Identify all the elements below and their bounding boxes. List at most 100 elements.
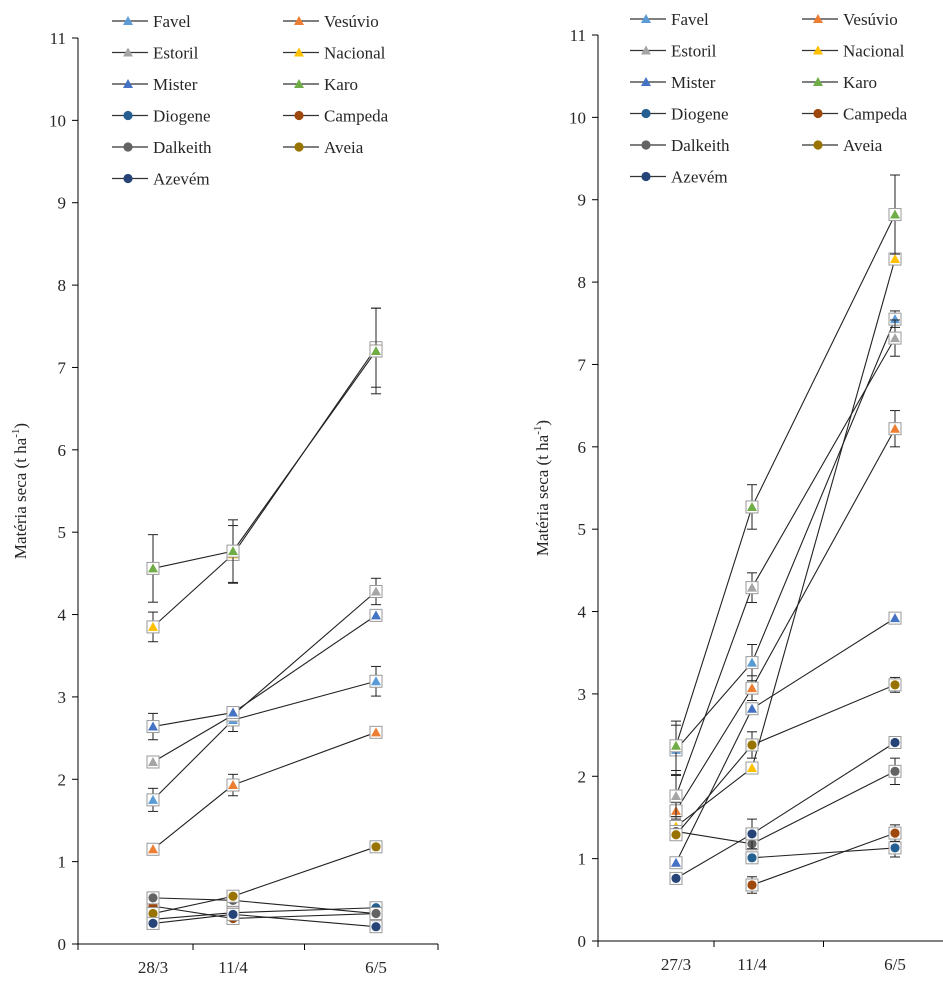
legend-item: Azevém bbox=[112, 170, 210, 189]
data-point bbox=[371, 610, 381, 620]
series-line bbox=[675, 770, 896, 845]
legend-item: Vesúvio bbox=[802, 10, 898, 29]
data-point bbox=[747, 740, 757, 750]
legend-item: Estoril bbox=[112, 44, 199, 63]
legend-label: Azevém bbox=[153, 170, 210, 189]
legend-label: Campeda bbox=[324, 107, 389, 126]
legend-marker bbox=[641, 140, 651, 150]
legend-marker bbox=[294, 47, 304, 57]
legend-item: Nacional bbox=[283, 44, 386, 63]
y-tick-label: 0 bbox=[58, 935, 67, 954]
data-point bbox=[671, 791, 681, 801]
y-tick-label: 0 bbox=[578, 932, 587, 951]
y-tick-label: 4 bbox=[58, 606, 67, 625]
legend-item: Mister bbox=[112, 75, 198, 94]
series-2-5 bbox=[669, 611, 902, 870]
data-point bbox=[890, 737, 900, 748]
legend-item: Aveia bbox=[283, 138, 364, 157]
legend-label: Mister bbox=[153, 75, 198, 94]
data-point bbox=[890, 423, 900, 433]
series-1-10 bbox=[146, 840, 383, 921]
series-1-5 bbox=[146, 608, 383, 741]
legend-item: Estoril bbox=[630, 42, 717, 61]
series-line bbox=[675, 214, 896, 746]
data-point bbox=[148, 908, 158, 919]
series-2-4 bbox=[669, 252, 902, 834]
legend-marker bbox=[641, 108, 651, 119]
legend-item: Vesúvio bbox=[283, 12, 379, 31]
legend-label: Nacional bbox=[843, 42, 905, 61]
legend-label: Azevém bbox=[671, 168, 728, 187]
data-point bbox=[890, 766, 900, 776]
y-tick-label: 11 bbox=[570, 26, 586, 45]
data-point bbox=[747, 763, 757, 773]
data-point bbox=[671, 873, 681, 884]
data-point bbox=[371, 586, 381, 596]
data-point bbox=[747, 683, 757, 693]
legend-item: Diogene bbox=[112, 107, 211, 126]
y-tick-label: 10 bbox=[569, 108, 586, 127]
data-point bbox=[148, 563, 158, 573]
chart-panel-1: 0 1 2 3 4 5 6 7 8 9 10 11 28/3 11/4 6/5 Matéria seca (t… bbox=[10, 12, 439, 977]
y-tick-label: 5 bbox=[578, 520, 587, 539]
series-line bbox=[751, 832, 896, 886]
legend-label: Diogene bbox=[671, 105, 729, 124]
data-point bbox=[371, 676, 381, 686]
data-point bbox=[890, 314, 900, 324]
legend-marker bbox=[123, 173, 133, 184]
legend-label: Karo bbox=[843, 73, 877, 92]
y-tick-label: 8 bbox=[578, 273, 587, 292]
y-axis-title-sup: -1 bbox=[532, 426, 544, 435]
y-tick-label: 4 bbox=[578, 603, 587, 622]
x-tick-label: 11/4 bbox=[218, 958, 248, 977]
y-tick-label: 11 bbox=[50, 29, 66, 48]
legend-item: Mister bbox=[630, 73, 716, 92]
series-line bbox=[675, 617, 896, 863]
series-line bbox=[675, 428, 896, 812]
legend-label: Estoril bbox=[153, 44, 199, 63]
legend-marker bbox=[123, 16, 133, 25]
y-tick-label: 9 bbox=[578, 191, 587, 210]
data-point bbox=[371, 842, 381, 852]
x-tick-label: 6/5 bbox=[884, 955, 906, 974]
legend-marker bbox=[123, 79, 133, 88]
x-tick-label: 11/4 bbox=[737, 955, 767, 974]
y-tick-label: 7 bbox=[58, 358, 67, 377]
data-point bbox=[228, 707, 238, 717]
legend-item: Favel bbox=[112, 12, 191, 31]
legend-item: Karo bbox=[802, 73, 877, 92]
data-point bbox=[148, 918, 158, 929]
data-point bbox=[890, 828, 900, 838]
legend-label: Estoril bbox=[671, 42, 717, 61]
legend-marker bbox=[813, 14, 823, 23]
data-point bbox=[228, 891, 238, 901]
legend-item: Diogene bbox=[630, 105, 729, 124]
data-point bbox=[747, 853, 757, 863]
series-2-10 bbox=[669, 676, 902, 842]
legend-label: Karo bbox=[324, 75, 358, 94]
y-tick-label: 8 bbox=[58, 276, 67, 295]
y-axis-title-sup: -1 bbox=[10, 429, 22, 438]
y-axis-title-tail: ) bbox=[533, 420, 552, 426]
legend-marker bbox=[641, 45, 651, 55]
legend-item: Dalkeith bbox=[630, 136, 730, 155]
data-point bbox=[148, 721, 158, 731]
legend: Favel Vesúvio Estoril Nacional Mister Karo Dio… bbox=[112, 12, 389, 189]
series-1-7 bbox=[146, 901, 383, 926]
y-tick-label: 5 bbox=[58, 523, 67, 542]
data-point bbox=[148, 794, 158, 804]
legend-label: Aveia bbox=[843, 136, 883, 155]
series-line bbox=[675, 318, 896, 751]
legend-label: Campeda bbox=[843, 105, 908, 124]
data-point bbox=[148, 621, 158, 631]
legend-marker bbox=[123, 142, 133, 152]
y-tick-label: 3 bbox=[578, 685, 587, 704]
y-axis-title-base: Matéria seca (t ha bbox=[533, 434, 552, 556]
legend-label: Nacional bbox=[324, 44, 386, 63]
legend-marker bbox=[294, 16, 304, 25]
data-point bbox=[148, 756, 158, 766]
legend-marker bbox=[813, 108, 823, 119]
legend-label: Aveia bbox=[324, 138, 364, 157]
data-point bbox=[747, 829, 757, 839]
